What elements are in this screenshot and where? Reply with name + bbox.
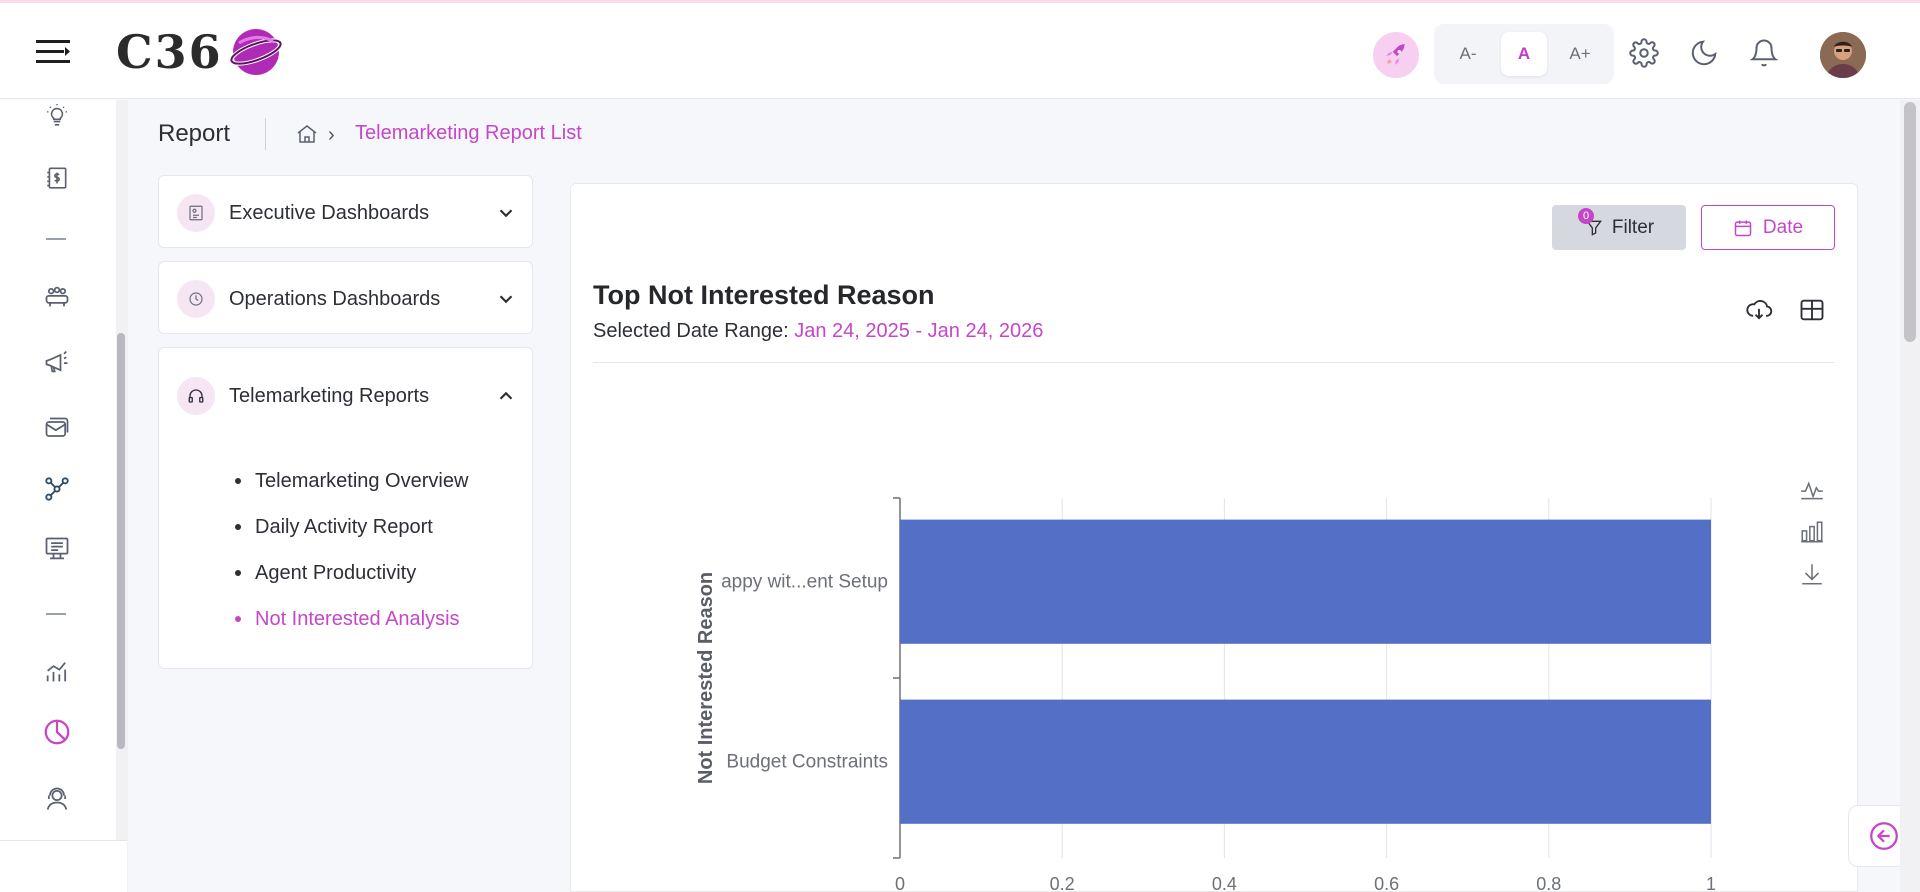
report-link-telemarketing-overview[interactable]: Telemarketing Overview [235, 458, 468, 504]
sidebar-scrollbar-thumb[interactable] [117, 333, 125, 749]
moon-icon[interactable] [1687, 36, 1721, 70]
dashboard-report-icon [177, 194, 215, 232]
bar [900, 699, 1711, 824]
breadcrumb-current[interactable]: Telemarketing Report List [355, 122, 582, 144]
clock-dashboard-icon [177, 280, 215, 318]
date-range: Selected Date Range: Jan 24, 2025 - Jan … [593, 320, 1043, 343]
cloud-download-icon[interactable] [1744, 295, 1774, 325]
report-link-agent-productivity[interactable]: Agent Productivity [235, 550, 468, 596]
bell-icon[interactable] [1747, 36, 1781, 70]
home-icon[interactable] [295, 122, 319, 146]
calendar-icon [1734, 220, 1752, 236]
x-tick-label: 1 [1706, 874, 1716, 892]
accordion-header[interactable]: Executive Dashboards [177, 194, 517, 232]
accordion-operations-dashboards: Operations Dashboards [158, 261, 533, 334]
save-image-icon[interactable] [1797, 559, 1827, 589]
x-tick-label: 0.4 [1212, 874, 1237, 892]
arrow-left-circle-icon [1870, 822, 1898, 850]
megaphone-icon[interactable] [40, 345, 74, 379]
analytics-icon[interactable] [40, 655, 74, 689]
user-avatar[interactable] [1820, 32, 1866, 78]
filter-button[interactable]: Filter [1552, 205, 1686, 250]
y-category-label: appy wit...ent Setup [721, 572, 888, 593]
lightbulb-icon[interactable] [40, 98, 74, 132]
date-range-value: Jan 24, 2025 - Jan 24, 2026 [794, 320, 1044, 342]
gear-icon[interactable] [1627, 36, 1661, 70]
bar [900, 519, 1711, 644]
x-tick-label: 0.8 [1536, 874, 1561, 892]
accordion-header[interactable]: Telemarketing Reports [177, 377, 517, 415]
sidebar-divider [46, 238, 66, 240]
accordion-executive-dashboards: Executive Dashboards [158, 175, 533, 248]
chevron-down-icon [499, 295, 513, 304]
rocket-icon[interactable] [1373, 32, 1419, 78]
report-link-not-interested-analysis[interactable]: Not Interested Analysis [235, 596, 468, 642]
team-icon[interactable] [40, 280, 74, 314]
y-category-label: Budget Constraints [726, 752, 888, 773]
page-title: Report [158, 120, 231, 147]
header-divider [593, 362, 1835, 363]
date-range-label: Selected Date Range: [593, 320, 789, 342]
accordion-label: Executive Dashboards [229, 201, 430, 224]
sidebar-footer [0, 840, 127, 892]
date-label: Date [1762, 216, 1804, 238]
sidebar-divider [46, 613, 66, 615]
workflow-icon[interactable] [40, 472, 74, 506]
chevron-up-icon [499, 391, 513, 400]
top-accent-line [0, 0, 1920, 3]
sidebar [0, 100, 118, 840]
x-tick-label: 0.2 [1050, 874, 1075, 892]
bar-chart-toggle-icon[interactable] [1797, 517, 1827, 547]
top-header: C36 A- A A+ [0, 3, 1920, 99]
mail-icon[interactable] [40, 412, 74, 446]
filter-count-badge: 0 [1578, 208, 1594, 224]
bar-chart: 0 0.2 0.4 0.6 0.8 1 Budget Constraints appy wit… [695, 497, 1716, 892]
filter-label: Filter [1611, 216, 1655, 238]
font-normal-button[interactable]: A [1501, 32, 1547, 76]
table-view-icon[interactable] [1797, 295, 1827, 325]
report-title: Top Not Interested Reason [593, 280, 935, 310]
brand-logo[interactable]: C36 [116, 25, 283, 79]
accordion-label: Telemarketing Reports [229, 384, 430, 407]
logo-globe-icon [229, 29, 283, 75]
breadcrumb-chevron-icon: › [328, 124, 335, 146]
filter-icon [1585, 220, 1602, 236]
breadcrumb-divider [265, 118, 266, 150]
font-size-controls: A- A A+ [1434, 24, 1614, 84]
x-tick-label: 0 [895, 874, 905, 892]
pie-chart-icon[interactable] [40, 715, 74, 749]
date-button[interactable]: Date [1701, 205, 1835, 250]
logo-text: C36 [116, 25, 223, 79]
menu-toggle-icon[interactable] [36, 37, 70, 67]
headset-icon [177, 377, 215, 415]
font-increase-button[interactable]: A+ [1569, 44, 1591, 63]
page-scrollbar-thumb[interactable] [1904, 102, 1916, 342]
accordion-header[interactable]: Operations Dashboards [177, 280, 517, 318]
telemarketing-report-list: Telemarketing Overview Daily Activity Re… [235, 458, 468, 642]
training-board-icon[interactable] [40, 532, 74, 566]
invoice-icon[interactable] [40, 161, 74, 195]
x-tick-label: 0.6 [1374, 874, 1399, 892]
chevron-down-icon [499, 209, 513, 218]
line-chart-toggle-icon[interactable] [1797, 475, 1827, 505]
report-link-daily-activity[interactable]: Daily Activity Report [235, 504, 468, 550]
accordion-telemarketing-reports: Telemarketing Reports Telemarketing Over… [158, 347, 533, 669]
accordion-label: Operations Dashboards [229, 287, 441, 310]
y-axis-title: Not Interested Reason [695, 572, 717, 784]
font-decrease-button[interactable]: A- [1459, 44, 1477, 63]
support-agent-icon[interactable] [40, 782, 74, 816]
